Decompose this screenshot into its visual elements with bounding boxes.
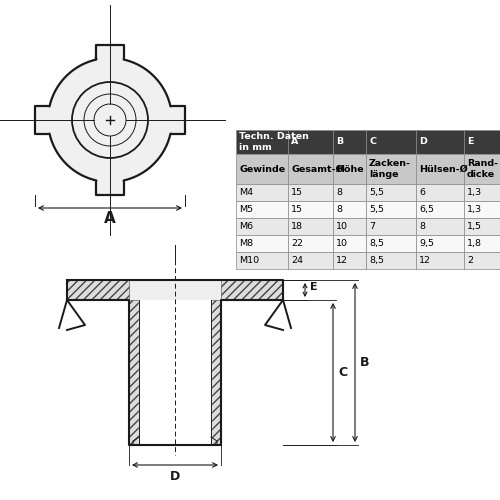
Bar <box>333 218 366 235</box>
Bar <box>288 252 333 269</box>
Bar <box>333 201 366 218</box>
Text: 22: 22 <box>291 239 303 248</box>
Bar <box>221 280 283 300</box>
Bar <box>366 154 416 184</box>
Text: B: B <box>336 138 343 146</box>
Bar <box>464 218 500 235</box>
Bar <box>236 218 288 235</box>
Text: 8,5: 8,5 <box>369 256 384 265</box>
Bar <box>366 252 416 269</box>
Bar <box>333 252 366 269</box>
Text: 1,3: 1,3 <box>467 205 482 214</box>
Bar <box>464 201 500 218</box>
Bar <box>366 235 416 252</box>
Text: 8,5: 8,5 <box>369 239 384 248</box>
Bar <box>416 130 464 154</box>
Bar <box>288 184 333 201</box>
Bar <box>366 218 416 235</box>
Bar <box>366 184 416 201</box>
Bar <box>333 184 366 201</box>
Polygon shape <box>67 280 283 445</box>
Text: E: E <box>467 138 473 146</box>
Text: 15: 15 <box>291 205 303 214</box>
Bar <box>288 201 333 218</box>
Text: 1,8: 1,8 <box>467 239 482 248</box>
Text: M5: M5 <box>239 205 253 214</box>
Bar <box>464 184 500 201</box>
Bar <box>288 154 333 184</box>
Text: C: C <box>338 366 347 379</box>
Bar <box>464 130 500 154</box>
Text: E: E <box>310 282 318 292</box>
Text: 5,5: 5,5 <box>369 205 384 214</box>
Bar <box>333 235 366 252</box>
Text: A: A <box>291 138 298 146</box>
Bar <box>416 218 464 235</box>
Text: 7: 7 <box>369 222 375 231</box>
Polygon shape <box>139 300 211 445</box>
Bar <box>288 235 333 252</box>
Text: Zacken-
länge: Zacken- länge <box>369 160 411 178</box>
Text: Rand-
dicke: Rand- dicke <box>467 160 498 178</box>
Text: Höhe: Höhe <box>336 164 363 173</box>
Text: 12: 12 <box>419 256 431 265</box>
Text: D: D <box>419 138 427 146</box>
Text: 10: 10 <box>336 222 348 231</box>
Text: 12: 12 <box>336 256 348 265</box>
Text: 1,5: 1,5 <box>467 222 482 231</box>
Text: A: A <box>104 211 116 226</box>
Text: C: C <box>369 138 376 146</box>
Text: Gesamt-Ø: Gesamt-Ø <box>291 164 344 173</box>
Text: 15: 15 <box>291 188 303 197</box>
Bar <box>416 184 464 201</box>
Bar <box>416 154 464 184</box>
Text: Techn. Daten
in mm: Techn. Daten in mm <box>239 132 309 152</box>
Bar <box>416 252 464 269</box>
Text: 18: 18 <box>291 222 303 231</box>
Text: 8: 8 <box>336 205 342 214</box>
Bar <box>236 184 288 201</box>
Text: D: D <box>170 470 180 483</box>
Text: B: B <box>360 356 370 369</box>
Text: M10: M10 <box>239 256 259 265</box>
Text: M6: M6 <box>239 222 253 231</box>
Text: 9,5: 9,5 <box>419 239 434 248</box>
Text: 5,5: 5,5 <box>369 188 384 197</box>
Bar <box>416 201 464 218</box>
Text: Gewinde: Gewinde <box>239 164 285 173</box>
Bar <box>366 201 416 218</box>
Bar <box>236 252 288 269</box>
Bar <box>236 235 288 252</box>
Bar <box>67 280 129 300</box>
Text: 24: 24 <box>291 256 303 265</box>
Text: 1,3: 1,3 <box>467 188 482 197</box>
Bar <box>333 130 366 154</box>
Bar <box>288 130 333 154</box>
Bar <box>416 235 464 252</box>
Bar <box>464 154 500 184</box>
Text: 10: 10 <box>336 239 348 248</box>
Bar <box>236 130 288 154</box>
Bar <box>464 235 500 252</box>
Bar <box>211 300 221 445</box>
Text: M4: M4 <box>239 188 253 197</box>
Bar <box>236 154 288 184</box>
Bar <box>464 252 500 269</box>
Bar <box>333 154 366 184</box>
Text: Hülsen-Ø: Hülsen-Ø <box>419 164 468 173</box>
Bar <box>366 130 416 154</box>
Text: 8: 8 <box>419 222 425 231</box>
Bar <box>288 218 333 235</box>
Bar <box>129 300 139 445</box>
Text: M8: M8 <box>239 239 253 248</box>
Text: 6,5: 6,5 <box>419 205 434 214</box>
Text: 8: 8 <box>336 188 342 197</box>
Polygon shape <box>35 45 185 195</box>
Bar <box>236 201 288 218</box>
Text: 6: 6 <box>419 188 425 197</box>
Text: 2: 2 <box>467 256 473 265</box>
